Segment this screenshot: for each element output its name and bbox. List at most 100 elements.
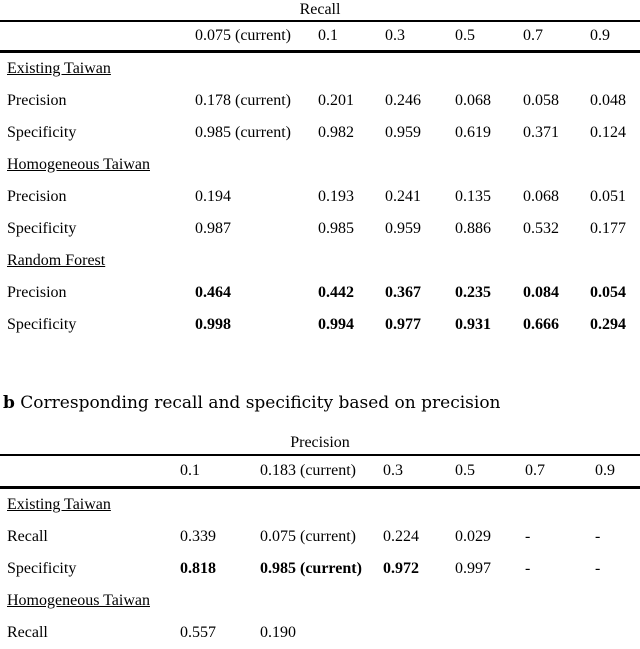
row-label: Specificity — [7, 560, 77, 577]
cell-value: 0.442 — [318, 284, 354, 301]
cell-value: - — [525, 528, 531, 545]
column-header: 0.1 — [180, 462, 200, 479]
row-label: Specificity — [7, 124, 77, 141]
cell-value: 0.048 — [590, 92, 626, 109]
cell-value: 0.224 — [383, 528, 419, 545]
section-header: Random Forest — [7, 252, 106, 269]
table-row: Precision 0.178 (current) 0.201 0.246 0.… — [0, 85, 640, 117]
cell-value: 0.985 (current) — [195, 124, 291, 141]
cell-value: 0.886 — [455, 220, 491, 237]
row-label: Specificity — [7, 316, 77, 333]
cell-value: 0.959 — [385, 124, 421, 141]
cell-value: 0.371 — [523, 124, 559, 141]
cell-value: 0.190 — [260, 624, 296, 641]
cell-value: 0.532 — [523, 220, 559, 237]
cell-value: 0.985 — [318, 220, 354, 237]
cell-value: 0.177 — [590, 220, 626, 237]
column-header: 0.7 — [523, 27, 543, 44]
row-label: Recall — [7, 528, 48, 545]
table-recall-header-row: 0.075 (current) 0.1 0.3 0.5 0.7 0.9 — [0, 22, 640, 50]
table-row: Specificity 0.818 0.985 (current) 0.972 … — [0, 553, 640, 585]
cell-value: 0.998 — [195, 316, 231, 333]
caption-b-text: Corresponding recall and specificity bas… — [20, 393, 501, 413]
column-header: 0.183 (current) — [260, 462, 356, 479]
cell-value: 0.124 — [590, 124, 626, 141]
cell-value: 0.178 (current) — [195, 92, 291, 109]
section-header-row: Homogeneous Taiwan — [0, 585, 640, 617]
row-label: Precision — [7, 188, 67, 205]
cell-value: 0.294 — [590, 316, 626, 333]
table-precision: Precision 0.1 0.183 (current) 0.3 0.5 0.… — [0, 430, 640, 649]
row-label: Recall — [7, 624, 48, 641]
section-header: Existing Taiwan — [7, 60, 111, 77]
section-header-row: Homogeneous Taiwan — [0, 149, 640, 181]
cell-value: 0.193 — [318, 188, 354, 205]
column-header: 0.3 — [383, 462, 403, 479]
section-header-row: Existing Taiwan — [0, 53, 640, 85]
cell-value: 0.068 — [455, 92, 491, 109]
cell-value: 0.985 (current) — [260, 560, 362, 577]
cell-value: 0.051 — [590, 188, 626, 205]
table-row: Recall 0.339 0.075 (current) 0.224 0.029… — [0, 521, 640, 553]
cell-value: 0.557 — [180, 624, 216, 641]
cell-value: 0.464 — [195, 284, 231, 301]
cell-value: 0.075 (current) — [260, 528, 356, 545]
cell-value: 0.666 — [523, 316, 559, 333]
table-row: Specificity 0.987 0.985 0.959 0.886 0.53… — [0, 213, 640, 245]
cell-value: 0.201 — [318, 92, 354, 109]
cell-value: 0.058 — [523, 92, 559, 109]
cell-value: - — [525, 560, 531, 577]
cell-value: 0.084 — [523, 284, 559, 301]
cell-value: 0.068 — [523, 188, 559, 205]
table-row: Precision 0.194 0.193 0.241 0.135 0.068 … — [0, 181, 640, 213]
column-header: 0.7 — [525, 462, 545, 479]
cell-value: - — [595, 560, 601, 577]
cell-value: 0.931 — [455, 316, 491, 333]
column-header: 0.5 — [455, 27, 475, 44]
table-recall-title: Recall — [299, 1, 341, 18]
cell-value: 0.972 — [383, 560, 419, 577]
cell-value: 0.987 — [195, 220, 231, 237]
row-label: Precision — [7, 92, 67, 109]
table-row: Specificity 0.998 0.994 0.977 0.931 0.66… — [0, 309, 640, 341]
column-header: 0.9 — [590, 27, 610, 44]
cell-value: 0.818 — [180, 560, 216, 577]
section-header: Existing Taiwan — [7, 496, 111, 513]
column-header: 0.075 (current) — [195, 27, 291, 44]
table-row: Specificity 0.985 (current) 0.982 0.959 … — [0, 117, 640, 149]
section-header-row: Random Forest — [0, 245, 640, 277]
cell-value: 0.194 — [195, 188, 231, 205]
row-label: Precision — [7, 284, 67, 301]
section-header: Homogeneous Taiwan — [7, 592, 150, 609]
cell-value: 0.997 — [455, 560, 491, 577]
rule — [0, 20, 640, 22]
table-row: Recall 0.557 0.190 — [0, 617, 640, 649]
cell-value: 0.619 — [455, 124, 491, 141]
cell-value: 0.235 — [455, 284, 491, 301]
cell-value: 0.054 — [590, 284, 626, 301]
cell-value: 0.367 — [385, 284, 421, 301]
cell-value: 0.241 — [385, 188, 421, 205]
caption-b: b Corresponding recall and specificity b… — [3, 391, 501, 415]
caption-b-marker: b — [3, 393, 15, 413]
column-header: 0.1 — [318, 27, 338, 44]
cell-value: 0.959 — [385, 220, 421, 237]
table-recall: Recall 0.075 (current) 0.1 0.3 0.5 0.7 0… — [0, 1, 640, 341]
section-header: Homogeneous Taiwan — [7, 156, 150, 173]
column-header: 0.9 — [595, 462, 615, 479]
cell-value: - — [595, 528, 601, 545]
cell-value: 0.982 — [318, 124, 354, 141]
cell-value: 0.994 — [318, 316, 354, 333]
table-precision-title: Precision — [290, 434, 350, 451]
cell-value: 0.029 — [455, 528, 491, 545]
section-header-row: Existing Taiwan — [0, 489, 640, 521]
table-row: Precision 0.464 0.442 0.367 0.235 0.084 … — [0, 277, 640, 309]
rule — [0, 454, 640, 456]
cell-value: 0.977 — [385, 316, 421, 333]
column-header: 0.5 — [455, 462, 475, 479]
table-precision-header-row: 0.1 0.183 (current) 0.3 0.5 0.7 0.9 — [0, 456, 640, 486]
rule-thick — [0, 486, 640, 489]
rule-thick — [0, 50, 640, 53]
cell-value: 0.246 — [385, 92, 421, 109]
